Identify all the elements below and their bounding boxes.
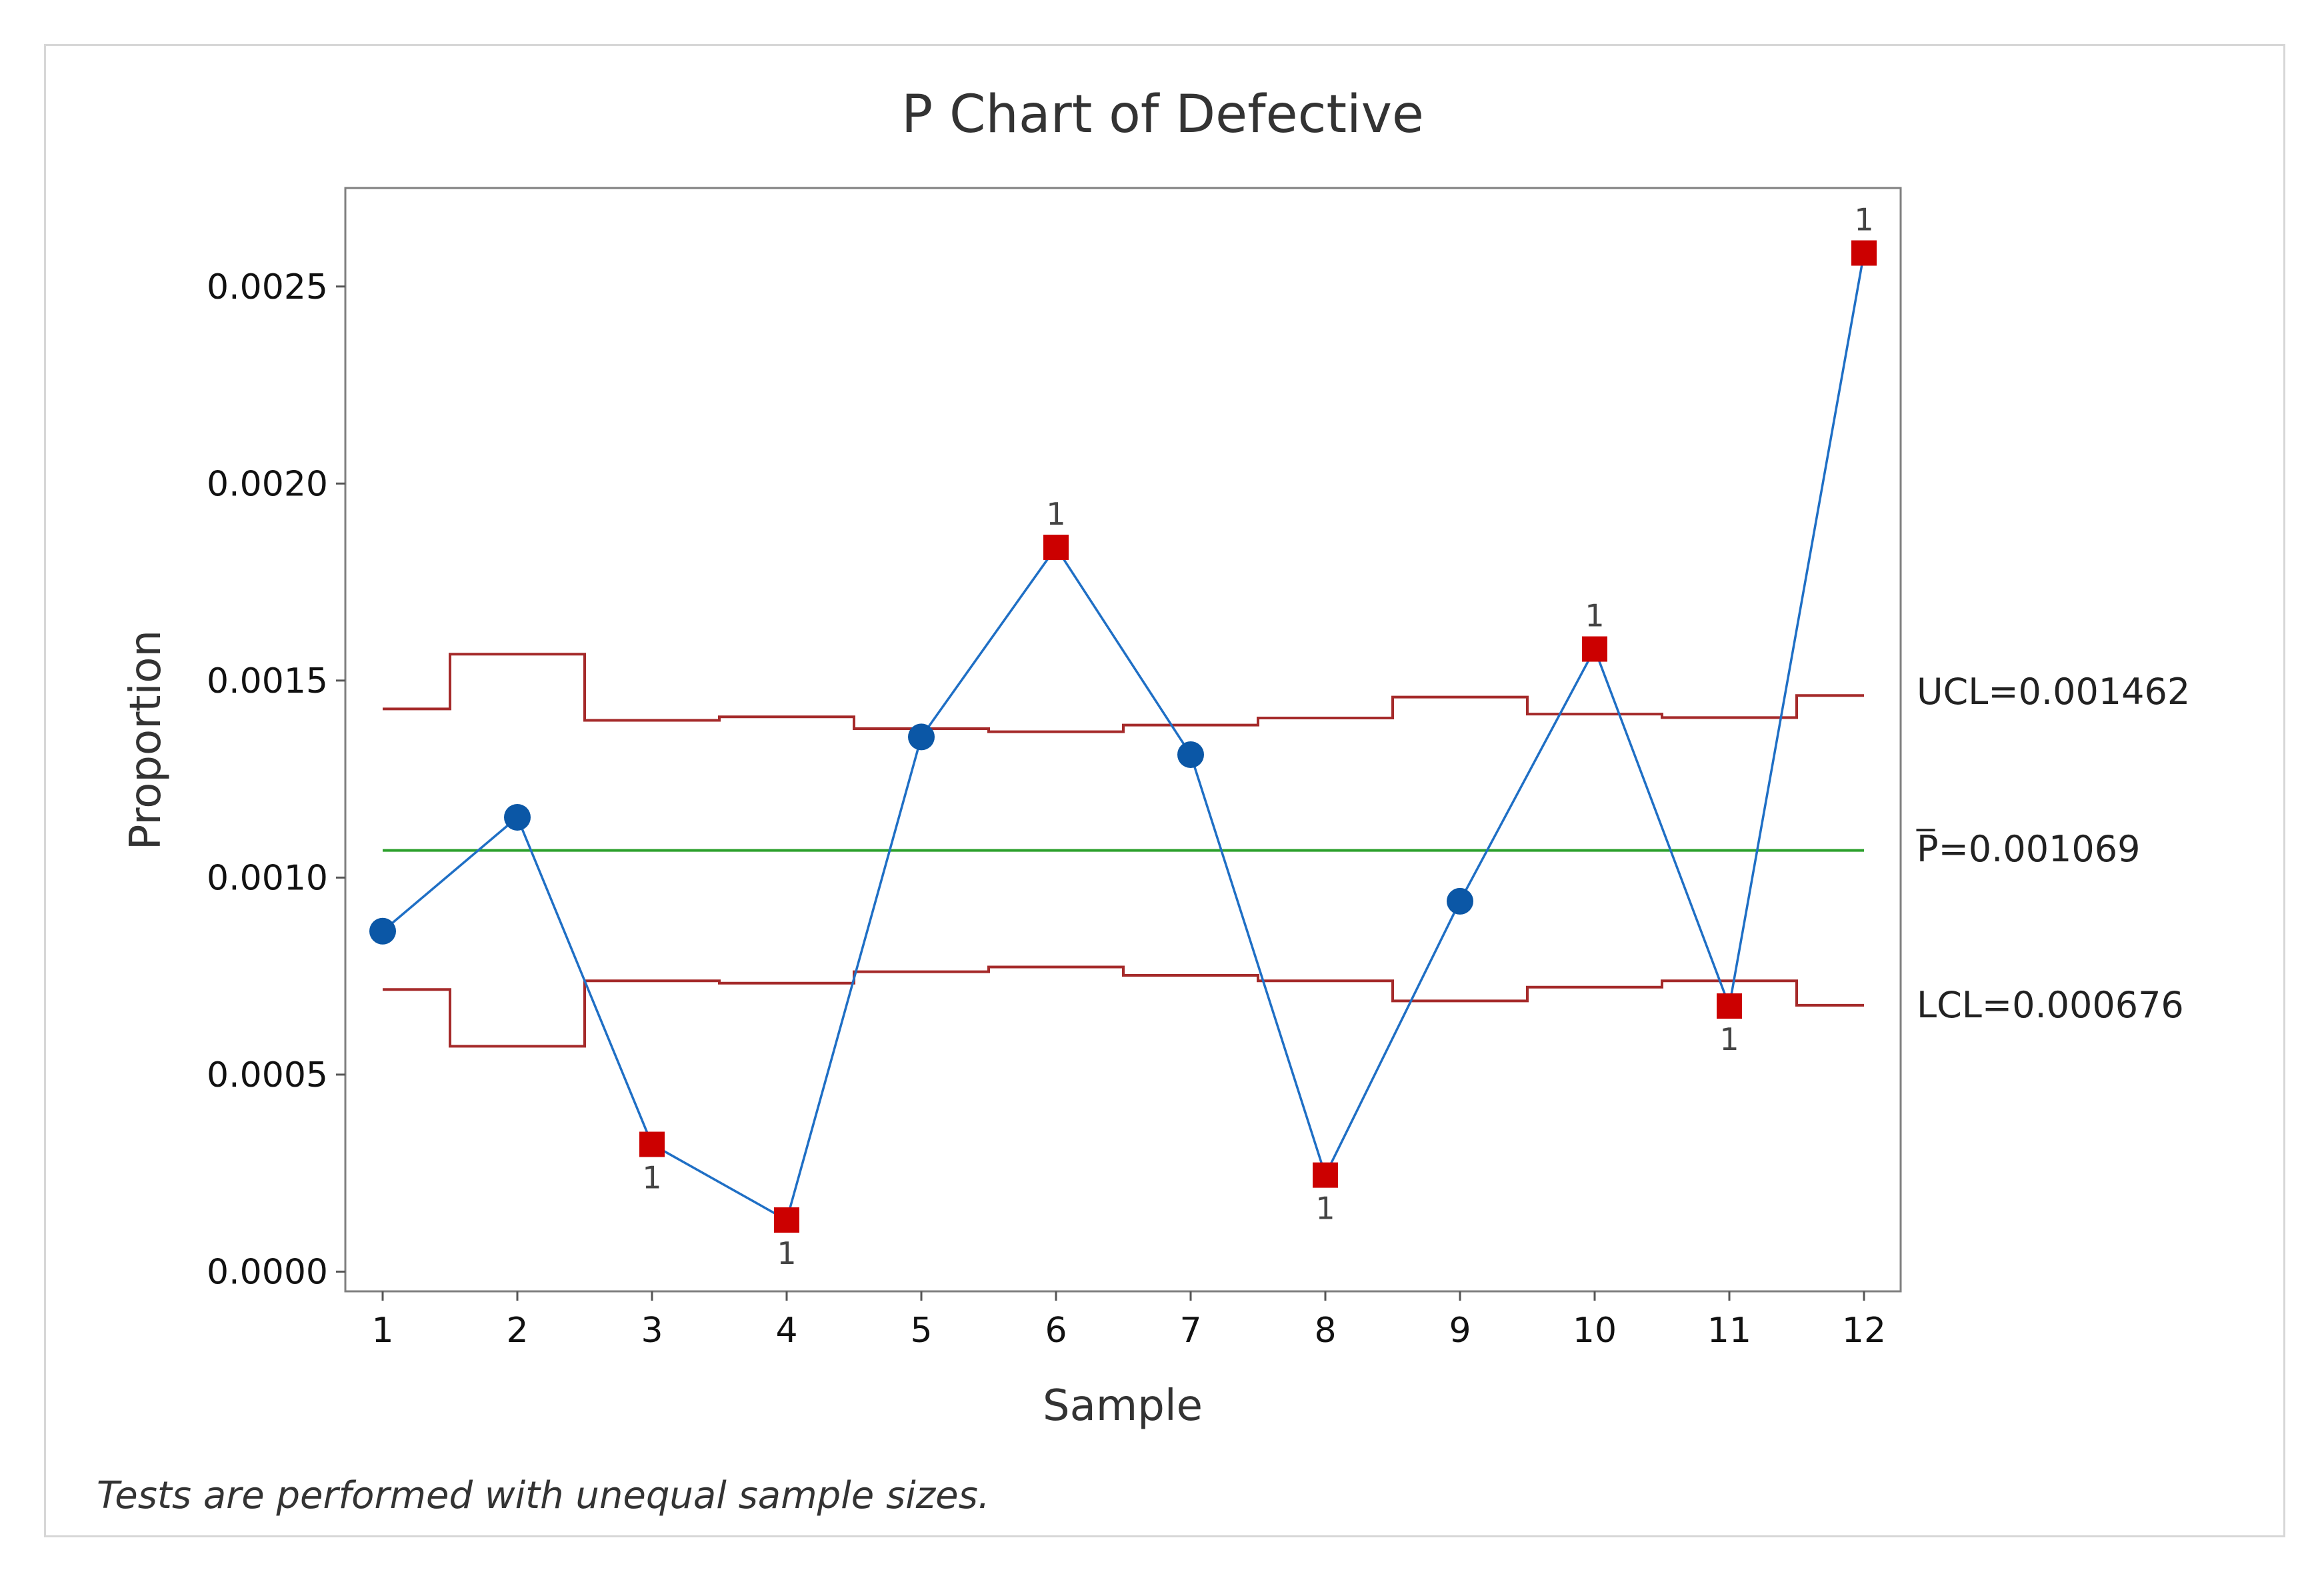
y-tick-label: 0.0010 bbox=[207, 858, 328, 898]
test-failure-label: 1 bbox=[1854, 202, 1873, 238]
lcl-line bbox=[383, 965, 1864, 1048]
x-tick-label: 10 bbox=[1573, 1311, 1617, 1351]
y-tick-label: 0.0000 bbox=[207, 1252, 328, 1292]
y-tick-label: 0.0015 bbox=[207, 661, 328, 701]
y-axis: 0.0000 0.0005 0.0010 0.0015 0.0020 0.0025 bbox=[207, 267, 345, 1292]
test-failure-label: 1 bbox=[1315, 1191, 1335, 1227]
x-tick-label: 9 bbox=[1449, 1311, 1471, 1351]
data-point bbox=[504, 803, 531, 831]
ucl-label: UCL=0.001462 bbox=[1917, 671, 2190, 713]
y-tick-label: 0.0025 bbox=[207, 267, 328, 307]
plot-area bbox=[344, 187, 1902, 1293]
proportion-line bbox=[381, 253, 1865, 1222]
x-tick-label: 2 bbox=[506, 1311, 528, 1351]
x-tick-label: 6 bbox=[1045, 1311, 1067, 1351]
test-failure-label: 1 bbox=[1585, 598, 1604, 634]
x-tick-label: 12 bbox=[1842, 1311, 1886, 1351]
center-line-label: P=0.001069 bbox=[1917, 828, 2140, 870]
flagged-point bbox=[1313, 1162, 1338, 1188]
data-point bbox=[369, 917, 396, 945]
reference-labels: UCL=0.001462 _ P=0.001069 LCL=0.000676 bbox=[1916, 671, 2190, 1026]
y-tick-label: 0.0005 bbox=[207, 1055, 328, 1095]
x-tick-label: 7 bbox=[1179, 1311, 1201, 1351]
footnote: Tests are performed with unequal sample … bbox=[97, 1474, 990, 1517]
chart-frame bbox=[44, 44, 2285, 1537]
flagged-point bbox=[774, 1207, 799, 1233]
x-axis-label: Sample bbox=[1043, 1381, 1203, 1431]
x-tick-label: 5 bbox=[910, 1311, 932, 1351]
flagged-point bbox=[1043, 535, 1069, 561]
chart-title: P Chart of Defective bbox=[901, 85, 1424, 145]
data-point bbox=[908, 723, 935, 751]
test-failure-label: 1 bbox=[642, 1160, 661, 1196]
control-limits bbox=[383, 653, 1864, 1048]
x-tick-label: 11 bbox=[1707, 1311, 1751, 1351]
flagged-point bbox=[1717, 993, 1742, 1019]
test-failure-flags: 1 1 1 1 1 1 1 bbox=[642, 202, 1873, 1271]
flagged-point bbox=[1851, 240, 1877, 266]
flagged-point bbox=[639, 1131, 665, 1157]
lcl-label: LCL=0.000676 bbox=[1917, 984, 2184, 1026]
test-failure-label: 1 bbox=[777, 1235, 796, 1271]
data-point bbox=[1177, 741, 1204, 768]
test-failure-label: 1 bbox=[1046, 496, 1065, 532]
x-tick-label: 1 bbox=[371, 1311, 393, 1351]
ucl-line bbox=[383, 653, 1864, 733]
proportion-series bbox=[369, 240, 1877, 1233]
flagged-point bbox=[1582, 636, 1607, 662]
x-tick-label: 3 bbox=[641, 1311, 663, 1351]
data-point bbox=[1447, 887, 1473, 915]
x-tick-label: 4 bbox=[775, 1311, 797, 1351]
y-axis-label: Proportion bbox=[121, 630, 171, 850]
test-failure-label: 1 bbox=[1719, 1021, 1739, 1057]
x-tick-label: 8 bbox=[1314, 1311, 1336, 1351]
x-axis: 1 2 3 4 5 6 7 8 9 10 11 12 bbox=[371, 1291, 1886, 1351]
y-tick-label: 0.0020 bbox=[207, 464, 328, 504]
center-line-bar: _ bbox=[1916, 789, 1935, 831]
